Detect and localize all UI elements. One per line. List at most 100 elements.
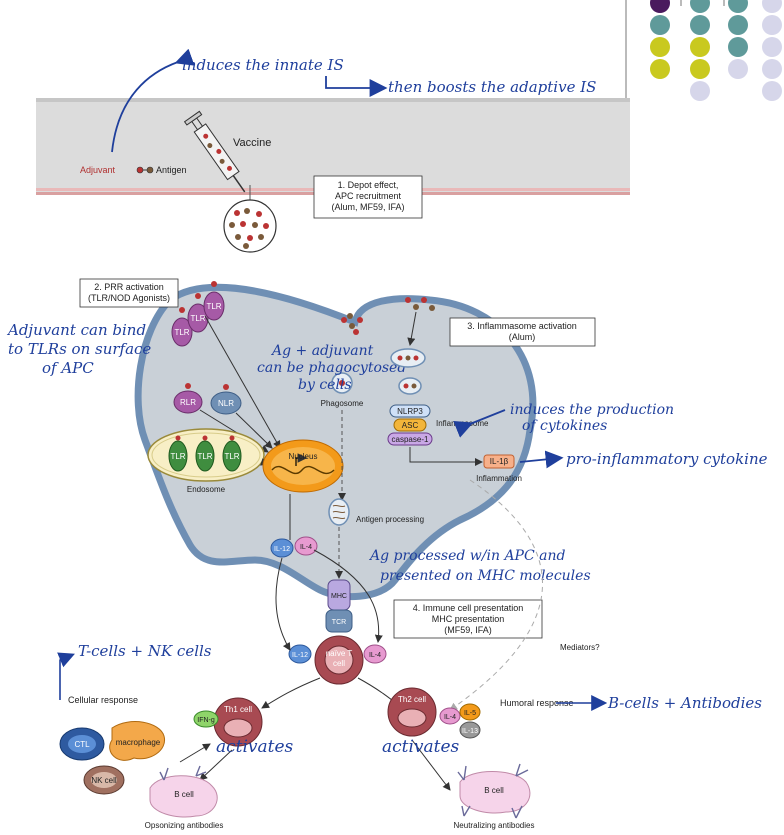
nucleus [262, 439, 344, 493]
svg-text:3. Inflammasome activation: 3. Inflammasome activation [467, 321, 577, 331]
svg-text:NLR: NLR [218, 399, 234, 408]
il1b-badge: IL-1β [483, 454, 515, 469]
opsonizing-label: Opsonizing antibodies [145, 821, 224, 830]
il13-badge: IL-13 [459, 721, 481, 739]
adaptive-arrow [325, 76, 388, 97]
decorative-dot-grid [625, 0, 782, 101]
svg-text:macrophage: macrophage [116, 738, 161, 747]
svg-text:B cell: B cell [174, 790, 194, 799]
tissue-band [36, 98, 630, 195]
svg-text:RLR: RLR [180, 398, 196, 407]
th2-cell: Th2 cell [387, 687, 437, 737]
svg-text:IL-12: IL-12 [292, 652, 308, 659]
prr-activation-box: 2. PRR activation (TLR/NOD Agonists) [79, 278, 179, 308]
b-cell-right: B cell [457, 763, 531, 819]
svg-text:Ag processed w/in APC and: Ag processed w/in APC and [368, 548, 565, 564]
il12-path [275, 557, 291, 651]
note-tlr-bind: Adjuvant can bind to TLRs on surface of … [6, 321, 151, 377]
inflammation-label: Inflammation [476, 474, 522, 483]
inflammasome-activation-box: 3. Inflammasome activation (Alum) [449, 317, 596, 347]
endosome: TLR TLR TLR [147, 428, 265, 482]
svg-text:IL-13: IL-13 [462, 728, 478, 735]
th1-to-effector-arrow [179, 743, 211, 763]
immune-presentation-box: 4. Immune cell presentation MHC presenta… [393, 599, 543, 639]
svg-text:of APC: of APC [42, 359, 94, 377]
svg-text:TLR: TLR [206, 302, 221, 311]
surface-tlr-receptors: TLR TLR TLR [171, 281, 225, 347]
svg-text:IL-12: IL-12 [274, 546, 290, 553]
nlr-receptor: NLR [210, 384, 242, 415]
nk-cell: NK cell [83, 765, 125, 795]
humoral-response-label: Humoral response [500, 698, 574, 708]
vaccine-label: Vaccine [233, 137, 271, 149]
svg-text:presented on MHC molecules: presented on MHC molecules [380, 568, 591, 584]
th2-to-bcell-arrow [411, 739, 451, 791]
innate-arrow [111, 48, 195, 153]
mediators-label: Mediators? [560, 643, 600, 652]
apc-cell-body [134, 283, 537, 601]
svg-text:TLR: TLR [170, 452, 185, 461]
svg-text:(Alum): (Alum) [509, 332, 536, 342]
note-cytokines: induces the production of cytokines [510, 402, 674, 434]
svg-text:IL-1β: IL-1β [490, 457, 509, 466]
b-cell-left: B cell [149, 765, 218, 818]
svg-text:TLR: TLR [197, 452, 212, 461]
note-bcells: B-cells + Antibodies [607, 694, 762, 712]
cytokine-note-arrow [453, 409, 506, 438]
il4-badge-th2: IL-4 [439, 707, 461, 725]
svg-text:MHC presentation: MHC presentation [432, 614, 505, 624]
svg-text:Ag + adjuvant: Ag + adjuvant [270, 343, 374, 359]
svg-text:cell: cell [333, 659, 345, 668]
svg-text:IL-4: IL-4 [300, 544, 312, 551]
inflammasome-complex: NLRP3 ASC caspase-1 [387, 404, 433, 446]
il12-badge-cell: IL-12 [270, 538, 294, 558]
adjuvant-label: Adjuvant [80, 165, 116, 175]
neutralizing-label: Neutralizing antibodies [454, 821, 535, 830]
antigen-label: Antigen [156, 165, 187, 175]
tnk-arrow [57, 652, 75, 700]
note-activates-left: activates [216, 737, 294, 757]
depot-sphere [223, 185, 277, 253]
macrophage-cell: macrophage [109, 721, 166, 761]
svg-text:APC recruitment: APC recruitment [335, 191, 402, 201]
naive-t-cell: naïve T cell [314, 635, 364, 685]
cellular-response-label: Cellular response [68, 695, 138, 705]
to-th1-arrow [261, 677, 321, 709]
nlr-arrow [235, 412, 273, 449]
mhc-tcr-complex: MHC TCR [325, 579, 353, 633]
rlr-receptor: RLR [173, 383, 203, 414]
svg-text:MHC: MHC [331, 593, 347, 600]
il5-badge: IL-5 [459, 703, 481, 721]
inflammasome-entry-arrow [407, 311, 417, 346]
svg-text:NLRP3: NLRP3 [397, 407, 423, 416]
tlr-to-nucleus-arrow [204, 315, 281, 449]
svg-text:can be phagocytosed: can be phagocytosed [257, 360, 406, 376]
inflammasome-vesicles [390, 348, 426, 395]
note-proinflam: pro-inflammatory cytokine [566, 450, 768, 468]
svg-text:TCR: TCR [332, 619, 346, 626]
nucleus-label: Nucleus [289, 452, 318, 461]
svg-text:to TLRs on surface: to TLRs on surface [8, 340, 151, 358]
svg-text:TLR: TLR [224, 452, 239, 461]
svg-text:(TLR/NOD Agonists): (TLR/NOD Agonists) [88, 293, 170, 303]
svg-text:TLR: TLR [174, 328, 189, 337]
th1-to-bcell-arrow [199, 749, 233, 781]
mediators-arrow [449, 479, 543, 711]
svg-text:1. Depot effect,: 1. Depot effect, [338, 180, 399, 190]
svg-text:naïve T: naïve T [326, 649, 353, 658]
note-phagocytosed: Ag + adjuvant can be phagocytosed by cel… [257, 343, 406, 393]
endosome-label: Endosome [187, 485, 226, 494]
svg-text:CTL: CTL [74, 740, 90, 749]
svg-text:4. Immune cell presentation: 4. Immune cell presentation [413, 603, 524, 613]
svg-text:Adjuvant can bind: Adjuvant can bind [6, 321, 146, 339]
note-innate: induces the innate IS [182, 56, 344, 74]
svg-text:IL-5: IL-5 [464, 710, 476, 717]
note-processed: Ag processed w/in APC and presented on M… [368, 548, 591, 584]
phagosome-label: Phagosome [321, 399, 364, 408]
antigen-particles [341, 297, 435, 335]
il4-badge-cell: IL-4 [294, 536, 318, 556]
il1b-arrow [409, 447, 483, 466]
svg-text:caspase-1: caspase-1 [392, 435, 429, 444]
note-tnk: T-cells + NK cells [78, 642, 212, 660]
